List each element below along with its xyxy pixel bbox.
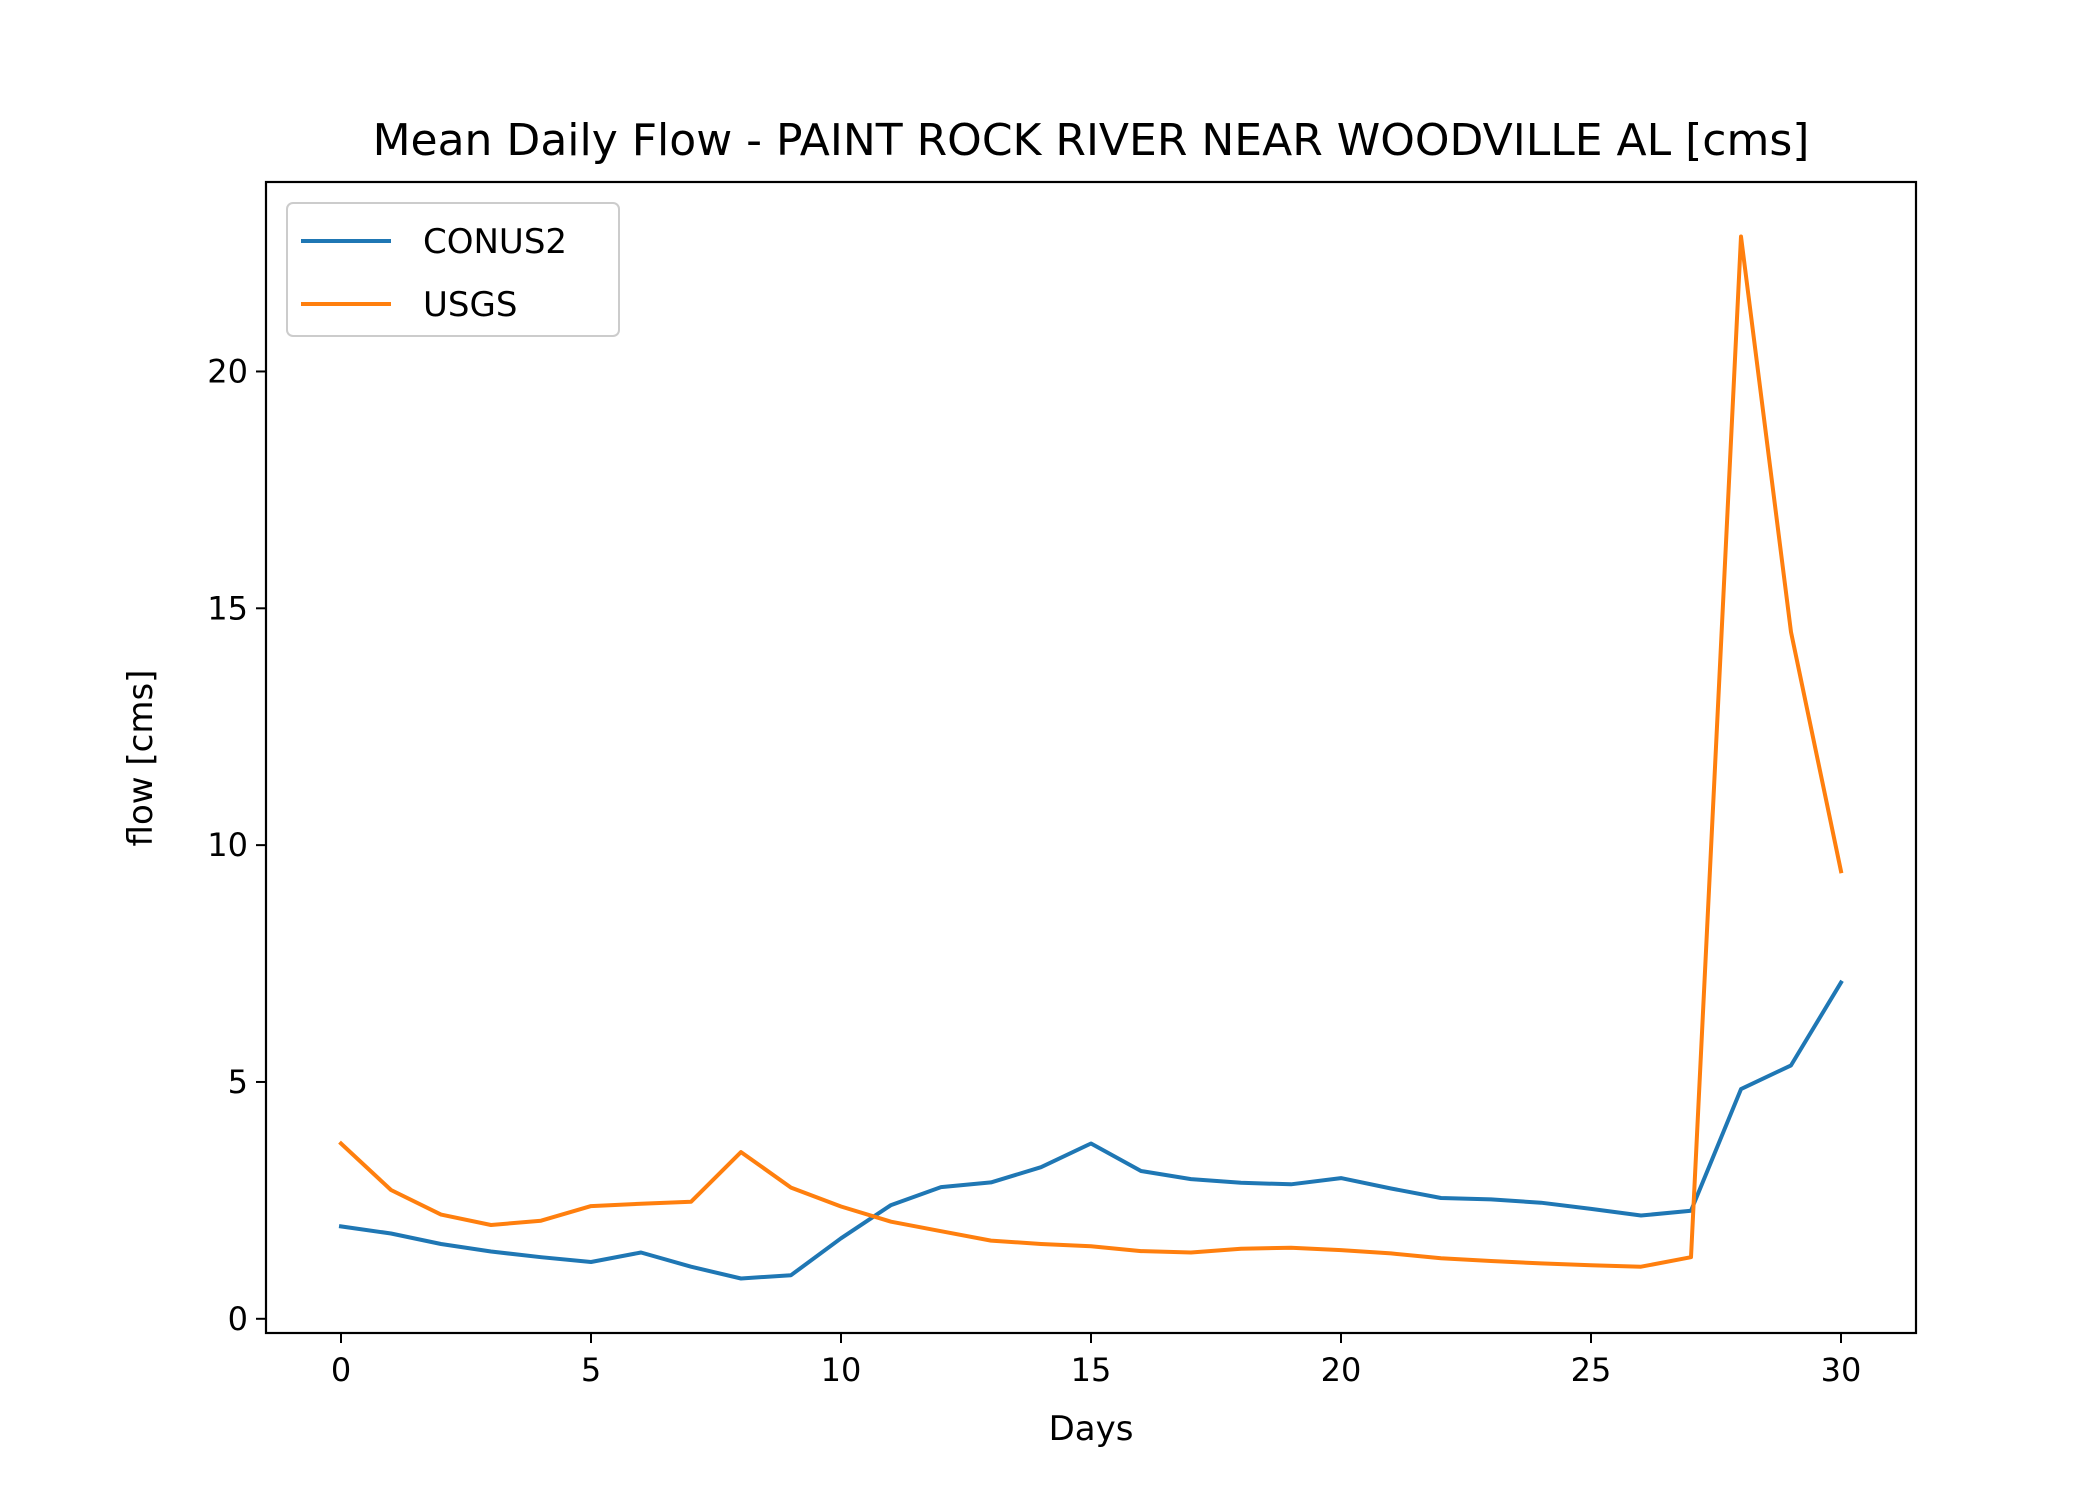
x-tick-label: 10 [821,1351,862,1389]
legend: CONUS2 USGS [286,202,620,337]
y-axis-label: flow [cms] [121,670,161,847]
x-tick-label: 30 [1821,1351,1862,1389]
x-tick-label: 5 [581,1351,601,1389]
x-tick-label: 20 [1321,1351,1362,1389]
y-tick-label: 15 [207,589,248,627]
x-axis-label: Days [1049,1409,1134,1449]
y-tick-label: 5 [228,1063,248,1101]
x-tick-label: 25 [1571,1351,1612,1389]
chart-title: Mean Daily Flow - PAINT ROCK RIVER NEAR … [373,115,1810,166]
legend-label-usgs: USGS [423,285,517,325]
x-tick-label: 15 [1071,1351,1112,1389]
y-tick-label: 20 [207,352,248,390]
series-line-usgs [338,234,1844,1269]
y-tick-label: 10 [207,826,248,864]
plot-area [338,234,1844,1281]
legend-label-conus2: CONUS2 [423,222,567,262]
series-line-conus2 [338,979,1844,1281]
y-tick-label: 0 [228,1300,248,1338]
axes: 0 5 10 15 20 25 30 0 5 10 15 20 [207,180,1918,1389]
x-tick-label: 0 [331,1351,351,1389]
